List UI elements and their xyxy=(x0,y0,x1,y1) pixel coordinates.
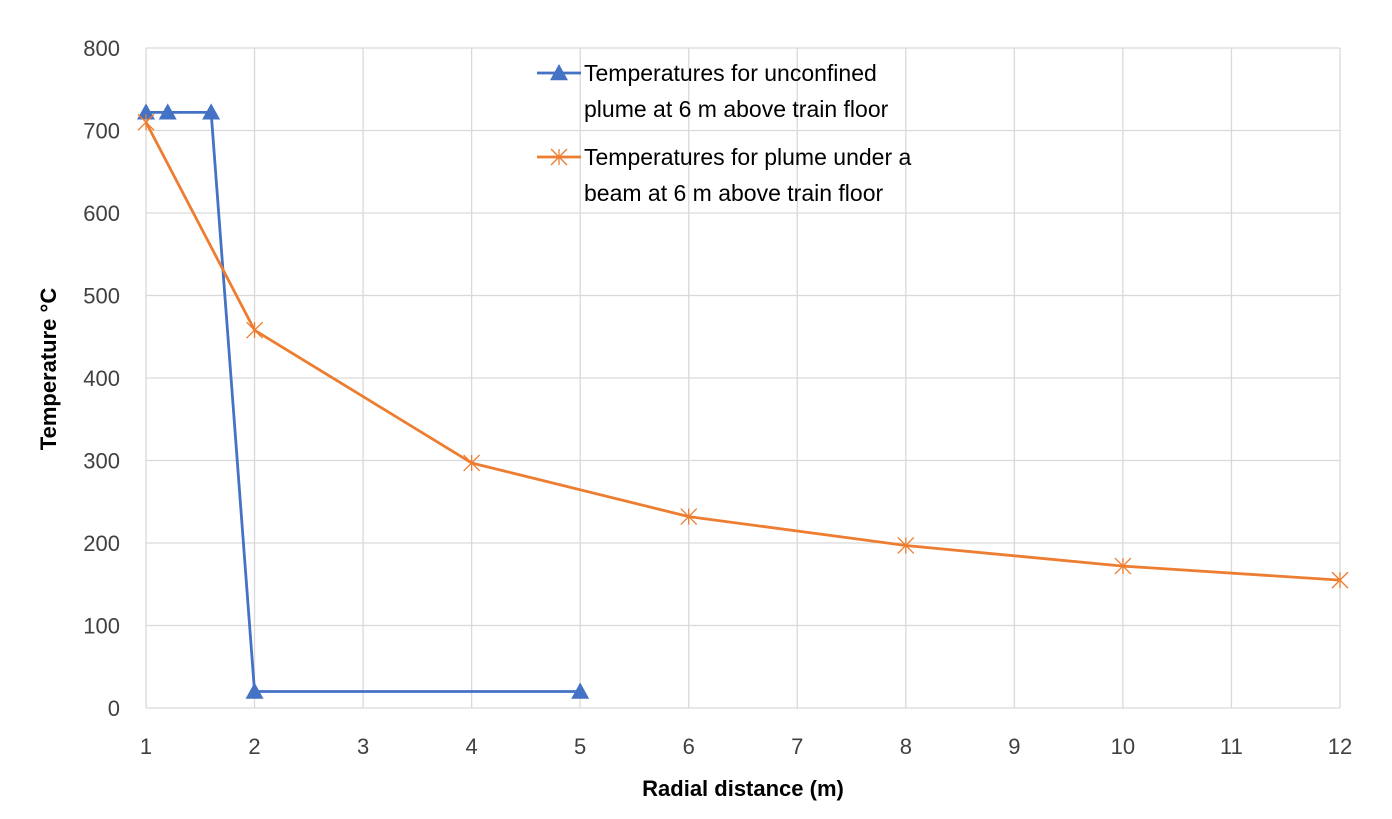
y-axis-title: Temperature °C xyxy=(36,288,61,451)
data-point xyxy=(463,454,481,472)
x-tick-label: 4 xyxy=(466,734,478,759)
legend: Temperatures for unconfined plume at 6 m … xyxy=(537,60,911,206)
x-axis-tick-labels: 1 2 3 4 5 6 7 8 9 10 11 12 xyxy=(140,734,1352,759)
x-tick-label: 8 xyxy=(900,734,912,759)
x-tick-label: 11 xyxy=(1220,734,1243,759)
legend-label: beam at 6 m above train floor xyxy=(584,180,883,206)
y-tick-label: 600 xyxy=(83,201,120,226)
y-tick-label: 300 xyxy=(83,449,120,474)
legend-item-2: Temperatures for plume under a beam at 6 … xyxy=(537,144,911,206)
legend-swatch-marker xyxy=(550,64,568,81)
x-tick-label: 5 xyxy=(574,734,586,759)
x-axis-title: Radial distance (m) xyxy=(642,776,844,801)
x-tick-label: 2 xyxy=(248,734,260,759)
x-tick-label: 7 xyxy=(791,734,803,759)
gridlines xyxy=(145,47,1341,709)
data-point xyxy=(202,103,221,120)
data-point xyxy=(680,508,698,526)
data-point xyxy=(1114,557,1132,575)
legend-swatch-marker xyxy=(550,148,568,166)
y-tick-label: 400 xyxy=(83,366,120,391)
y-tick-label: 800 xyxy=(83,36,120,61)
data-point xyxy=(246,321,264,339)
y-tick-label: 0 xyxy=(108,696,120,721)
data-point xyxy=(571,682,590,699)
data-point xyxy=(1331,571,1349,589)
x-tick-label: 6 xyxy=(683,734,695,759)
x-tick-label: 12 xyxy=(1328,734,1352,759)
x-tick-label: 3 xyxy=(357,734,369,759)
y-tick-label: 100 xyxy=(83,614,120,639)
data-point xyxy=(897,537,915,554)
legend-label: Temperatures for unconfined xyxy=(584,60,877,86)
data-point xyxy=(137,103,155,120)
x-tick-label: 1 xyxy=(140,734,152,759)
y-axis-tick-labels: 0 100 200 300 400 500 600 700 800 xyxy=(83,36,120,721)
y-tick-label: 700 xyxy=(83,119,120,144)
data-point xyxy=(245,682,264,699)
y-tick-label: 200 xyxy=(83,531,120,556)
data-point xyxy=(158,103,177,120)
x-tick-label: 9 xyxy=(1008,734,1020,759)
legend-item-1: Temperatures for unconfined plume at 6 m … xyxy=(537,60,889,122)
legend-label: plume at 6 m above train floor xyxy=(584,96,889,122)
legend-label: Temperatures for plume under a xyxy=(584,144,911,170)
data-point xyxy=(137,113,155,131)
x-tick-label: 10 xyxy=(1111,734,1135,759)
series-markers xyxy=(137,103,1349,699)
y-tick-label: 500 xyxy=(83,284,120,309)
